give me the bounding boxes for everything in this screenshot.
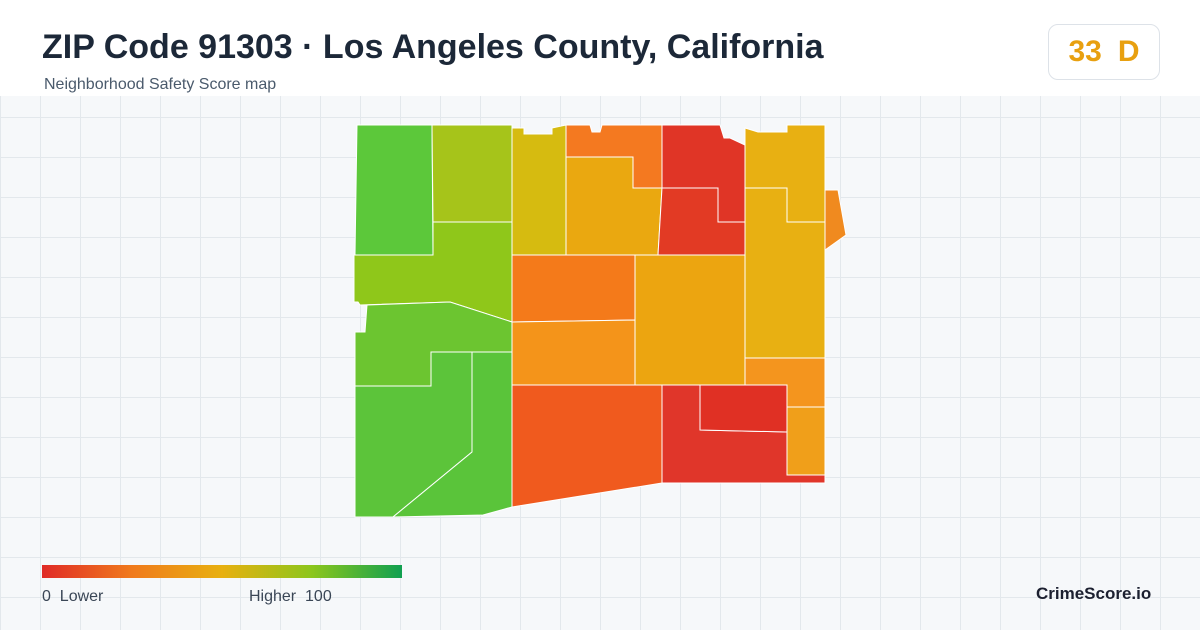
- legend-max-value: 100: [305, 588, 332, 605]
- area: [354, 124, 434, 256]
- area: [511, 254, 636, 323]
- legend-min-label: Lower: [59, 588, 104, 605]
- area: [511, 124, 567, 256]
- legend-max-label: Higher: [249, 588, 297, 605]
- legend-min-value: 0: [42, 588, 51, 605]
- area: [431, 124, 513, 223]
- legend-min: 0 Lower: [42, 588, 103, 606]
- legend-max: Higher 100: [249, 588, 332, 606]
- title: ZIP Code 91303 · Los Angeles County, Cal…: [42, 28, 824, 66]
- area: [511, 319, 636, 386]
- score-badge: 33 D: [1048, 24, 1160, 80]
- brand: CrimeScore.io: [1036, 584, 1152, 603]
- area: [511, 384, 663, 508]
- header: [0, 0, 1200, 96]
- score-value: 33: [1068, 35, 1102, 68]
- area: [634, 254, 746, 386]
- legend-gradient: [42, 565, 402, 578]
- area: [699, 384, 788, 433]
- score-grade: D: [1117, 35, 1140, 68]
- area: [786, 406, 826, 476]
- subtitle: Neighborhood Safety Score map: [44, 76, 277, 93]
- area: [824, 189, 847, 251]
